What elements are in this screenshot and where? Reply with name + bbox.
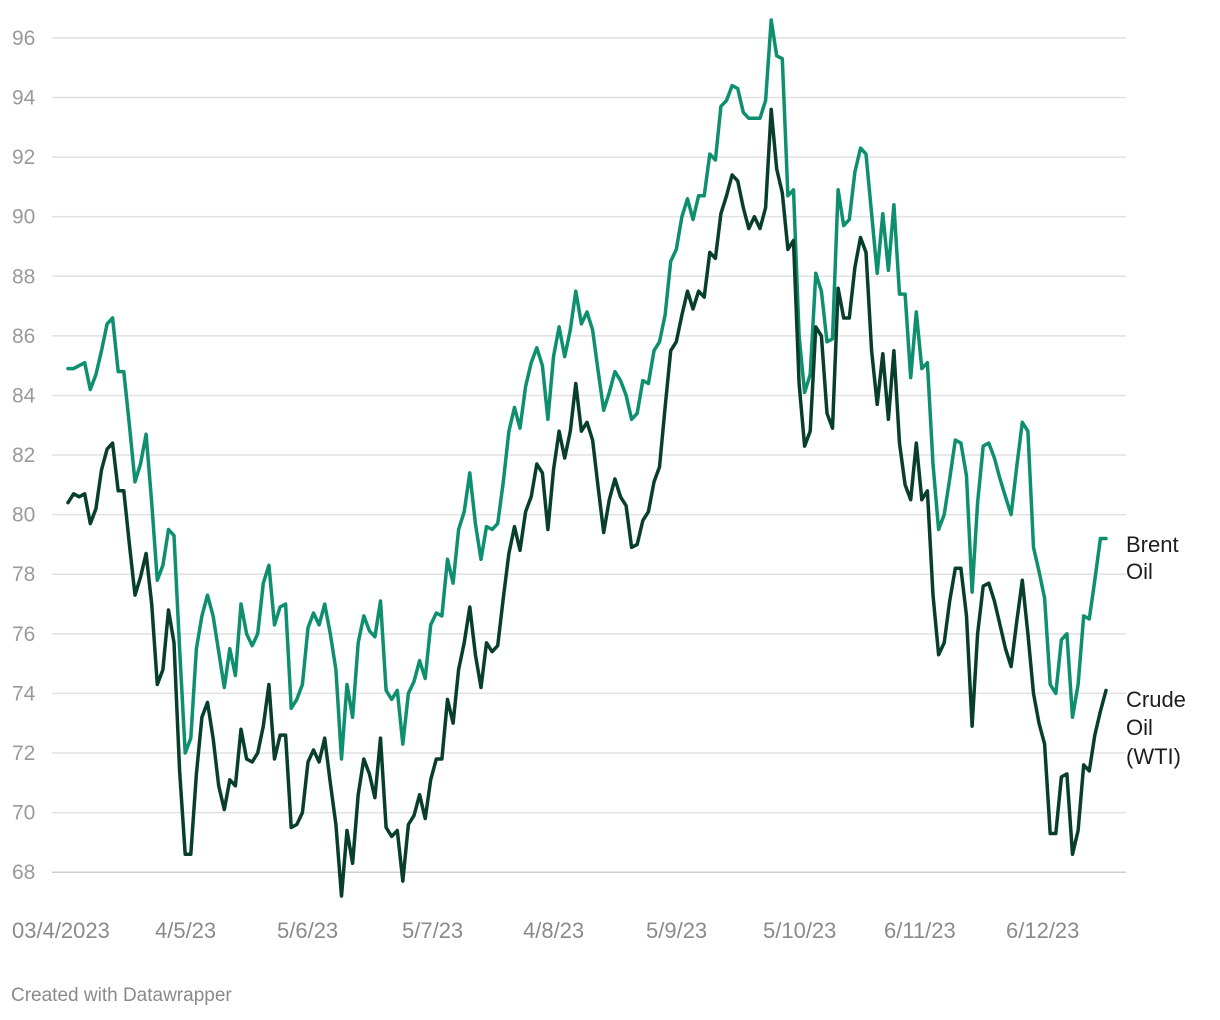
x-tick-label: 4/8/23 xyxy=(523,918,584,943)
y-tick-label: 88 xyxy=(12,265,35,288)
series-labels: Brent Oil Crude Oil (WTI) xyxy=(1126,532,1186,769)
brent-label-line2: Oil xyxy=(1126,559,1153,584)
x-tick-label: 5/9/23 xyxy=(646,918,707,943)
wti-label-line2: Oil xyxy=(1126,715,1153,740)
y-tick-label: 68 xyxy=(12,861,35,884)
x-tick-label: 03/4/2023 xyxy=(12,918,110,943)
y-tick-label: 74 xyxy=(12,682,36,705)
x-tick-label: 4/5/23 xyxy=(155,918,216,943)
x-axis-ticks: 03/4/2023 4/5/23 5/6/23 5/7/23 4/8/23 5/9/23 5… xyxy=(12,918,1079,943)
y-tick-label: 90 xyxy=(12,206,35,229)
x-tick-label: 6/11/23 xyxy=(884,918,956,943)
y-tick-label: 86 xyxy=(12,325,35,348)
y-tick-label: 76 xyxy=(12,623,35,646)
y-tick-label: 80 xyxy=(12,504,35,527)
y-tick-label: 82 xyxy=(12,444,35,467)
y-tick-label: 84 xyxy=(12,384,36,407)
wti-label-line1: Crude xyxy=(1126,687,1186,712)
x-tick-label: 6/12/23 xyxy=(1006,918,1079,943)
y-tick-label: 70 xyxy=(12,802,35,825)
series-lines xyxy=(66,18,1108,898)
y-tick-label: 72 xyxy=(12,742,35,765)
y-tick-label: 78 xyxy=(12,563,35,586)
x-tick-label: 5/7/23 xyxy=(402,918,463,943)
y-axis-ticks: 68 70 72 74 76 78 80 82 84 86 88 90 92 94 96 xyxy=(12,27,36,884)
crude-oil-wti-line xyxy=(66,107,1108,898)
gridlines xyxy=(52,37,1126,873)
x-tick-label: 5/10/23 xyxy=(763,918,836,943)
brent-oil-line xyxy=(66,18,1108,761)
brent-label-line1: Brent xyxy=(1126,532,1179,557)
x-tick-label: 5/6/23 xyxy=(277,918,338,943)
wti-label-line3: (WTI) xyxy=(1126,744,1181,769)
credit-text: Created with Datawrapper xyxy=(11,985,232,1006)
y-tick-label: 94 xyxy=(12,86,36,109)
y-tick-label: 92 xyxy=(12,146,35,169)
y-tick-label: 96 xyxy=(12,27,35,50)
